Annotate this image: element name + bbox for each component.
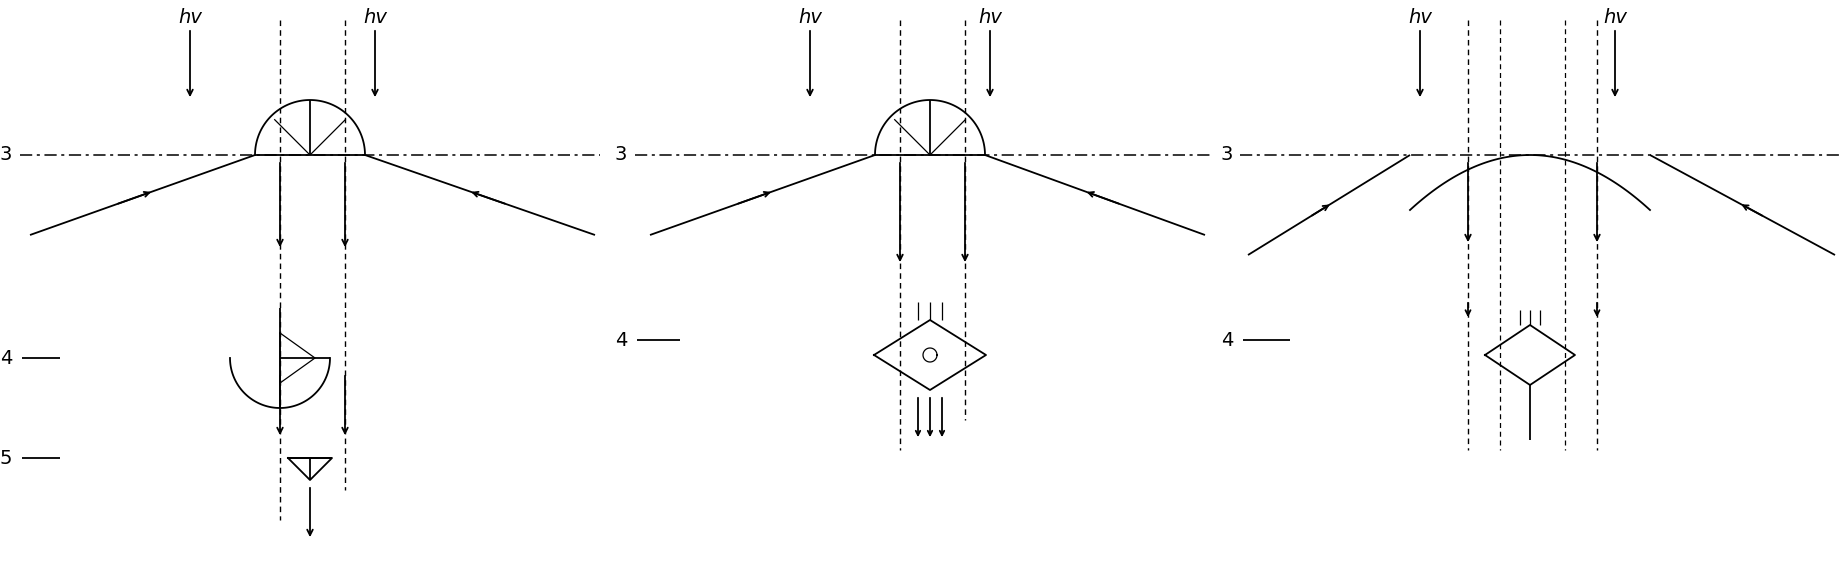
Text: 3: 3 [1222, 145, 1233, 164]
Text: hv: hv [978, 8, 1002, 27]
Text: hv: hv [1408, 8, 1432, 27]
Text: 4: 4 [1222, 330, 1233, 350]
Text: 3: 3 [0, 145, 11, 164]
Text: 5: 5 [0, 449, 11, 467]
Text: hv: hv [798, 8, 822, 27]
Text: hv: hv [362, 8, 386, 27]
Text: 4: 4 [615, 330, 626, 350]
Text: 4: 4 [0, 348, 11, 368]
Text: hv: hv [1602, 8, 1626, 27]
Text: hv: hv [177, 8, 201, 27]
Text: 3: 3 [615, 145, 626, 164]
